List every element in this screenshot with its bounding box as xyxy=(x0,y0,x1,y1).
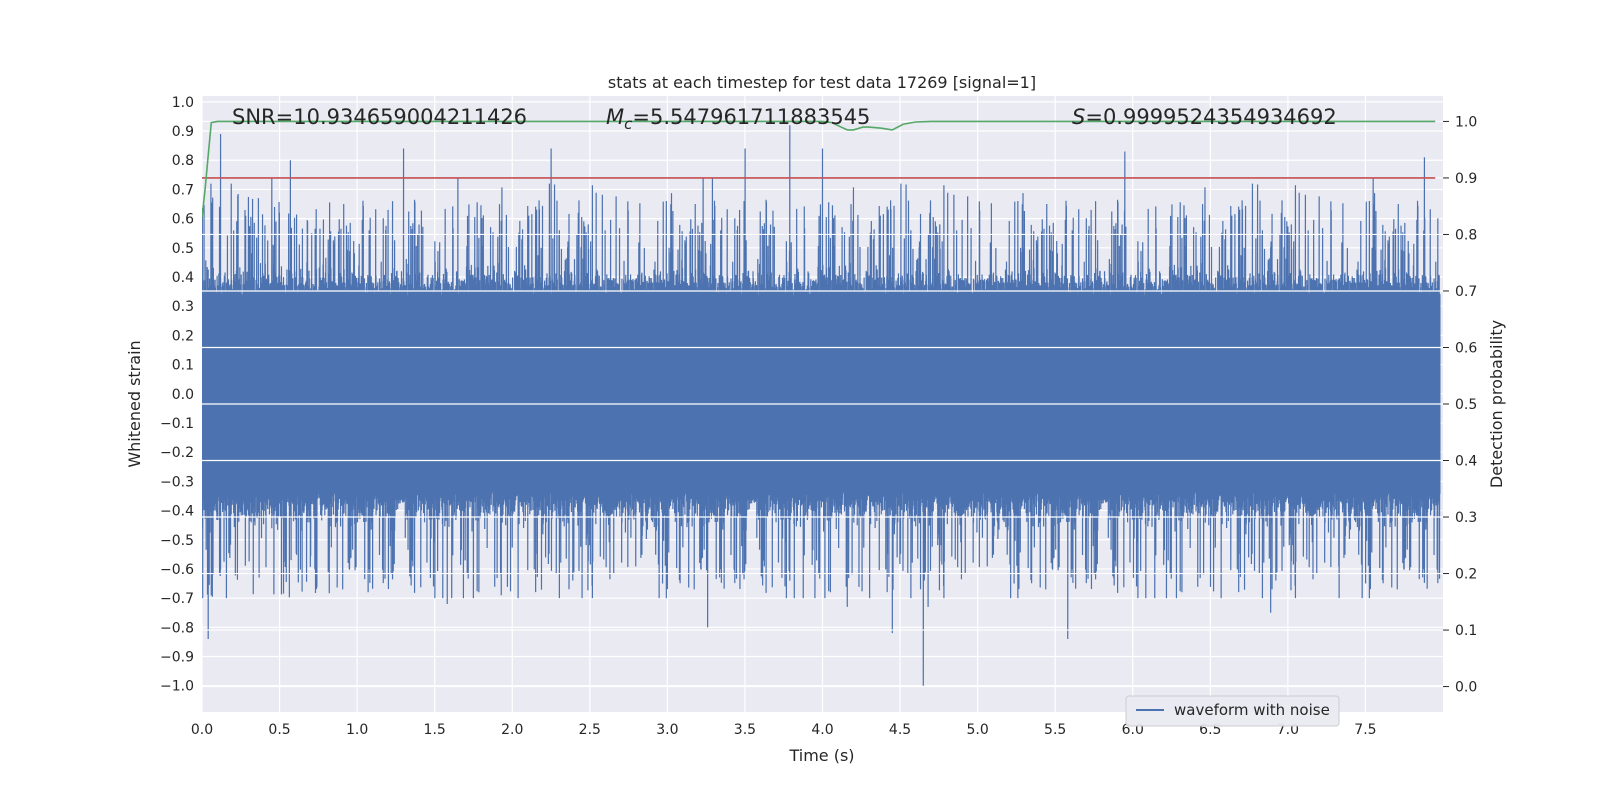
snr-annotation: SNR=10.934659004211426 xyxy=(232,105,527,129)
legend-box xyxy=(1125,695,1340,727)
x-tick-label: 0.5 xyxy=(268,722,290,738)
y2-tick-label: 0.9 xyxy=(1455,171,1477,187)
chirp-mass-annotation: Mc=5.547961711883545 xyxy=(606,105,870,133)
y-tick-label: −0.7 xyxy=(160,591,194,607)
y-tick-label: 0.6 xyxy=(172,212,194,228)
y2-tick-label: 0.3 xyxy=(1455,510,1477,526)
y-tick-label: −0.2 xyxy=(160,445,194,461)
y2-tick-label: 0.8 xyxy=(1455,227,1477,243)
x-tick-label: 1.5 xyxy=(424,722,446,738)
y2-tick-label: 0.5 xyxy=(1455,397,1477,413)
x-tick-label: 3.0 xyxy=(656,722,678,738)
y-tick-label: −0.4 xyxy=(160,504,194,520)
y-tick-label: 0.9 xyxy=(172,124,194,140)
y2-tick-label: 0.1 xyxy=(1455,623,1477,639)
y-tick-label: −0.1 xyxy=(160,416,194,432)
axis-ticks: 0.0 0.5 1.0 1.5 2.0 2.5 3.0 3.5 4.0 4.5 5.0 5.5 6.0 6… xyxy=(160,95,1477,738)
x-tick-label: 0.0 xyxy=(191,722,213,738)
x-tick-label: 1.0 xyxy=(346,722,368,738)
y-tick-label: −0.5 xyxy=(160,533,194,549)
y-tick-label: 0.0 xyxy=(172,387,194,403)
x-tick-label: 2.5 xyxy=(579,722,601,738)
y-tick-label: −1.0 xyxy=(160,679,194,695)
y-axis-title: Whitened strain xyxy=(125,340,144,467)
y2-tick-label: 0.4 xyxy=(1455,454,1477,470)
x-tick-label: 7.5 xyxy=(1354,722,1376,738)
y2-tick-label: 0.6 xyxy=(1455,340,1477,356)
y2-tick-label: 1.0 xyxy=(1455,114,1477,130)
y-tick-label: 0.7 xyxy=(172,182,194,198)
legend: waveform with noise xyxy=(1125,695,1340,727)
y-tick-label: −0.3 xyxy=(160,474,194,490)
x-tick-label: 4.0 xyxy=(811,722,833,738)
y-tick-label: 0.5 xyxy=(172,241,194,257)
score-annotation: S=0.9999524354934692 xyxy=(1072,105,1337,129)
y2-tick-label: 0.0 xyxy=(1455,680,1477,696)
y-tick-label: −0.8 xyxy=(160,620,194,636)
legend-label: waveform with noise xyxy=(1174,701,1330,719)
y-tick-label: 0.4 xyxy=(172,270,194,286)
x-tick-label: 2.0 xyxy=(501,722,523,738)
x-tick-label: 5.0 xyxy=(966,722,988,738)
y-tick-label: −0.9 xyxy=(160,650,194,666)
y2-tick-label: 0.7 xyxy=(1455,284,1477,300)
y-tick-label: 0.1 xyxy=(172,358,194,374)
y2-tick-label: 0.2 xyxy=(1455,567,1477,583)
x-axis-title: Time (s) xyxy=(788,746,854,765)
y2-axis-title: Detection probability xyxy=(1487,320,1506,488)
y-tick-label: 0.3 xyxy=(172,299,194,315)
probability-series xyxy=(202,120,1443,688)
y-tick-label: −0.6 xyxy=(160,562,194,578)
detection-probability-line xyxy=(202,120,1436,218)
y-tick-label: 0.8 xyxy=(172,153,194,169)
x-tick-label: 5.5 xyxy=(1044,722,1066,738)
x-tick-label: 3.5 xyxy=(734,722,756,738)
y-tick-label: 1.0 xyxy=(172,95,194,111)
waveform-series xyxy=(202,125,1441,686)
waveform-line xyxy=(202,125,1441,686)
chart-title: stats at each timestep for test data 172… xyxy=(608,73,1036,92)
x-tick-label: 4.5 xyxy=(889,722,911,738)
y-tick-label: 0.2 xyxy=(172,328,194,344)
